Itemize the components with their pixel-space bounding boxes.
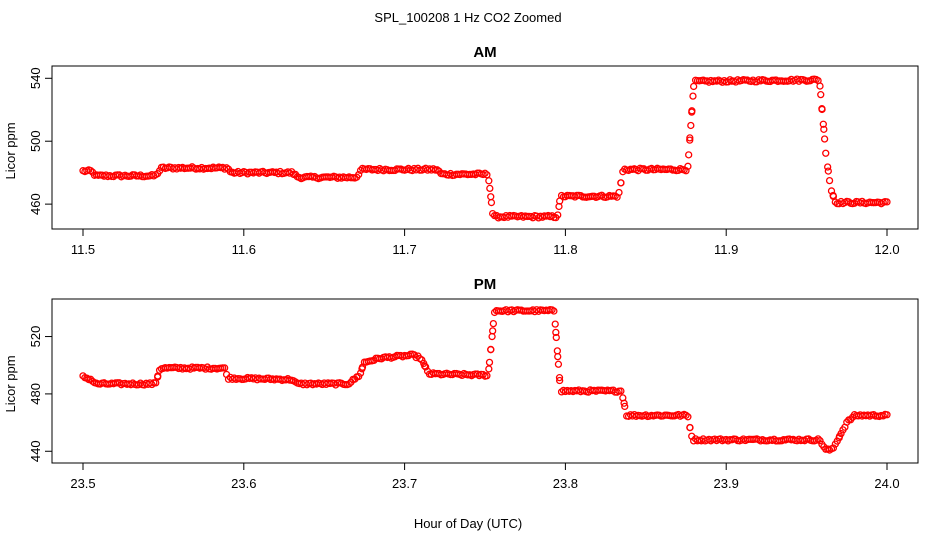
data-point <box>684 413 692 421</box>
x-tick-label: 11.9 <box>714 242 738 257</box>
data-point <box>345 380 353 388</box>
data-point <box>487 193 495 201</box>
data-point <box>816 437 824 445</box>
plot-frame <box>51 298 919 464</box>
data-point <box>818 105 826 114</box>
x-tick-label: 23.5 <box>70 476 95 491</box>
data-point <box>617 387 625 395</box>
data-point <box>687 121 695 130</box>
data-point <box>682 411 690 419</box>
data-point <box>221 364 229 372</box>
data-point <box>615 188 623 197</box>
data-point <box>820 135 829 143</box>
data-point <box>355 170 363 179</box>
data-point <box>555 202 563 211</box>
data-point <box>690 82 698 91</box>
data-point <box>485 358 494 367</box>
data-point <box>814 435 822 443</box>
data-point <box>552 328 560 337</box>
panel-pm: PM Licor ppm 23.5 23.6 23.7 23.8 23.9 24.0 440… <box>3 276 919 491</box>
x-tick-label: 23.6 <box>231 476 256 491</box>
y-tick-label: 520 <box>28 326 43 348</box>
data-point <box>485 177 493 185</box>
data-point <box>682 167 690 175</box>
figure-title: SPL_100208 1 Hz CO2 Zoomed <box>374 10 561 25</box>
data-point <box>422 363 430 371</box>
data-point <box>489 319 498 328</box>
data-point <box>553 347 562 355</box>
data-point <box>487 345 495 354</box>
data-point <box>421 362 429 370</box>
data-point <box>824 167 832 175</box>
data-point <box>550 307 558 315</box>
data-point <box>824 163 832 171</box>
data-point <box>829 444 838 452</box>
panel-title: AM <box>473 44 496 61</box>
data-point <box>620 399 628 407</box>
data-point <box>481 169 489 177</box>
y-tick-label: 460 <box>28 193 43 215</box>
x-axis-label: Hour of Day (UTC) <box>414 516 522 531</box>
data-point <box>552 333 560 342</box>
data-point <box>483 372 491 380</box>
data-point <box>489 209 497 218</box>
data-point <box>621 402 629 411</box>
x-tick-label: 23.7 <box>392 476 417 491</box>
data-point <box>684 162 692 170</box>
data-point <box>829 191 837 200</box>
data-point <box>686 134 694 142</box>
x-tick-label: 23.8 <box>553 476 578 491</box>
data-point <box>486 184 494 193</box>
x-tick-label: 11.8 <box>553 242 577 257</box>
data-point <box>154 372 162 380</box>
data-point <box>822 149 830 157</box>
data-point <box>688 107 696 115</box>
data-point <box>686 423 694 432</box>
data-point <box>551 320 559 328</box>
data-point <box>686 136 694 144</box>
x-tick-label: 11.6 <box>232 242 256 257</box>
data-point <box>358 365 366 373</box>
y-tick-label: 440 <box>28 440 43 462</box>
x-tick-label: 11.7 <box>392 242 416 257</box>
x-tick-label: 24.0 <box>874 476 899 491</box>
data-point <box>554 211 562 219</box>
data-point <box>819 120 827 128</box>
data-point <box>555 373 564 382</box>
x-tick-label: 12.0 <box>874 242 899 257</box>
data-point <box>685 151 693 159</box>
x-tick-label: 23.9 <box>714 476 739 491</box>
y-tick-label: 480 <box>28 383 43 405</box>
data-point <box>883 198 891 206</box>
y-tick-label: 540 <box>28 67 43 89</box>
data-point <box>879 412 887 420</box>
data-point <box>485 365 493 373</box>
plot-frame <box>51 65 919 230</box>
panel-am: AM Licor ppm 11.5 11.6 11.7 11.8 11.9 12.0 460… <box>3 44 919 257</box>
data-point <box>487 198 496 207</box>
data-point <box>83 374 91 382</box>
data-point <box>835 432 844 440</box>
data-point <box>825 176 834 185</box>
panel-title: PM <box>474 276 497 293</box>
data-point <box>883 411 891 419</box>
data-point <box>820 125 828 133</box>
data-point <box>479 370 487 379</box>
data-point <box>87 166 95 175</box>
data-point <box>817 91 825 99</box>
data-point <box>148 380 156 389</box>
y-tick-label: 500 <box>28 130 43 152</box>
data-point <box>488 332 496 341</box>
data-point <box>617 179 625 187</box>
data-point <box>554 360 563 368</box>
data-point <box>689 92 697 100</box>
y-axis-label: Licor ppm <box>3 355 18 412</box>
y-axis-label: Licor ppm <box>3 122 18 179</box>
data-point <box>816 82 824 90</box>
x-tick-label: 11.5 <box>71 242 95 257</box>
data-point <box>556 376 564 385</box>
